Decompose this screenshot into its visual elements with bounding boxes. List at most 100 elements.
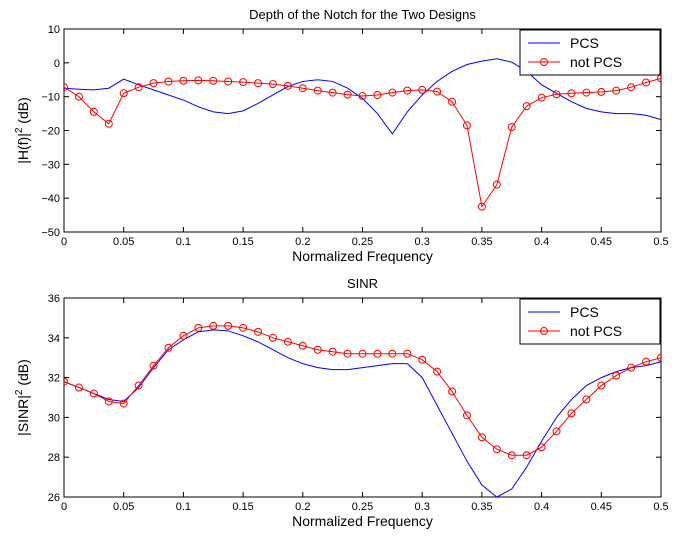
data-point <box>433 87 442 96</box>
series-line-pcs <box>64 58 661 135</box>
x-tick-label: 0.5 <box>653 236 668 248</box>
x-tick-label: 0.45 <box>591 501 612 513</box>
x-tick-label: 0.25 <box>352 501 373 513</box>
data-point <box>194 76 203 85</box>
data-point <box>373 90 382 99</box>
data-point <box>164 77 173 86</box>
data-point <box>283 81 292 90</box>
data-point <box>74 383 83 392</box>
data-point <box>462 411 471 420</box>
series-line-pcs <box>64 329 661 497</box>
y-axis-label: |SINR|2 (dB) <box>14 359 31 436</box>
data-point <box>209 76 218 85</box>
data-point <box>492 180 501 189</box>
data-point <box>239 323 248 332</box>
data-point <box>119 89 128 98</box>
x-tick-label: 0.2 <box>295 236 310 248</box>
data-point <box>343 90 352 99</box>
data-point <box>537 443 546 452</box>
data-point <box>89 389 98 398</box>
legend: PCS not PCS <box>519 298 661 345</box>
x-tick-label: 0.05 <box>113 236 134 248</box>
chart-title: Depth of the Notch for the Two Designs <box>249 7 476 22</box>
data-point <box>612 371 621 380</box>
data-point <box>657 74 661 83</box>
x-tick-label: 0 <box>61 236 67 248</box>
y-axis-label-main: |H(f)| <box>15 133 31 164</box>
y-tick-label: 30 <box>48 412 60 424</box>
data-point <box>313 345 322 354</box>
data-point <box>149 361 158 370</box>
data-point <box>179 76 188 85</box>
y-tick-label: 10 <box>48 24 60 36</box>
x-tick-label: 0.1 <box>176 501 191 513</box>
data-point <box>582 395 591 404</box>
x-tick-label: 0.25 <box>352 236 373 248</box>
legend: PCS not PCS <box>519 29 661 76</box>
data-point <box>627 83 636 92</box>
data-point <box>328 88 337 97</box>
x-tick-label: 0.05 <box>113 501 134 513</box>
data-point <box>477 202 486 211</box>
data-point <box>552 90 561 99</box>
data-point <box>283 337 292 346</box>
x-tick-label: 0.1 <box>176 236 191 248</box>
data-point <box>418 85 427 94</box>
y-tick-label: −20 <box>41 126 60 138</box>
data-point <box>642 78 651 87</box>
data-point <box>89 107 98 116</box>
data-point <box>298 341 307 350</box>
y-tick-label: 32 <box>48 373 60 385</box>
y-axis-label-main: |SINR| <box>15 395 31 436</box>
data-point <box>448 97 457 106</box>
data-point <box>597 381 606 390</box>
data-point <box>179 331 188 340</box>
data-point <box>343 349 352 358</box>
chart-panel-1: 0 0.05 0.1 0.15 0.2 0.25 0.3 0.35 0.4 0.45 0.5 −50 −… <box>14 7 669 264</box>
chart-title: SINR <box>347 276 378 291</box>
y-tick-label: 0 <box>54 58 60 70</box>
x-tick-label: 0.2 <box>295 501 310 513</box>
data-point <box>642 357 651 366</box>
x-tick-label: 0.15 <box>232 236 253 248</box>
legend-label: not PCS <box>570 323 622 339</box>
data-point <box>388 88 397 97</box>
data-point <box>537 93 546 102</box>
data-point <box>64 377 68 386</box>
data-point <box>522 102 531 111</box>
data-point <box>627 363 636 372</box>
data-point <box>134 381 143 390</box>
x-tick-label: 0.3 <box>415 501 430 513</box>
data-point <box>268 80 277 89</box>
data-point <box>104 119 113 128</box>
data-point <box>373 349 382 358</box>
data-point <box>657 353 661 362</box>
data-point <box>433 367 442 376</box>
y-tick-label: 36 <box>48 293 60 305</box>
data-point <box>462 121 471 130</box>
data-point <box>64 83 68 92</box>
data-point <box>149 79 158 88</box>
data-point <box>358 91 367 100</box>
data-point <box>358 349 367 358</box>
y-axis-label-unit: (dB) <box>15 97 31 127</box>
y-axis-label: |H(f)|2 (dB) <box>14 97 31 164</box>
data-point <box>567 89 576 98</box>
data-point <box>313 86 322 95</box>
y-tick-label: −50 <box>41 227 60 239</box>
data-point <box>522 451 531 460</box>
y-tick-label: 26 <box>48 492 60 504</box>
data-point <box>328 347 337 356</box>
data-point <box>492 445 501 454</box>
x-tick-label: 0.35 <box>471 501 492 513</box>
data-point <box>403 86 412 95</box>
data-point <box>254 79 263 88</box>
data-point <box>254 327 263 336</box>
data-point <box>268 333 277 342</box>
legend-marker <box>540 327 548 335</box>
y-tick-label: 34 <box>48 333 60 345</box>
data-point <box>194 323 203 332</box>
x-axis-label: Normalized Frequency <box>292 248 433 264</box>
data-point <box>224 77 233 86</box>
